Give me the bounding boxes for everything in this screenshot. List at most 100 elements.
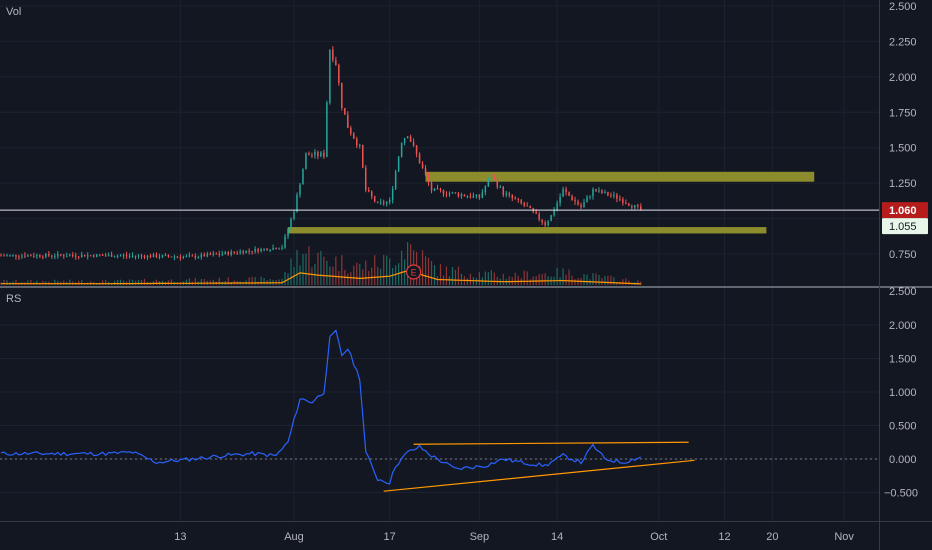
candle-body	[362, 144, 364, 168]
volume-bar	[188, 278, 190, 285]
candle-body	[409, 136, 412, 142]
candle-body	[529, 206, 531, 208]
candle-body	[206, 253, 209, 257]
candle-body	[110, 254, 113, 257]
candle-body	[430, 182, 433, 191]
support-resistance-zone[interactable]	[425, 171, 815, 182]
volume-bar	[194, 277, 196, 285]
candle-body	[86, 255, 89, 257]
candle-body	[616, 194, 618, 199]
candle-body	[356, 138, 358, 146]
volume-bar	[218, 277, 220, 285]
candle-body	[27, 255, 29, 257]
volume-bar	[122, 280, 125, 285]
rs-line[interactable]	[0, 329, 642, 485]
candle-body	[39, 255, 41, 257]
candle-body	[607, 191, 609, 196]
candle-body	[448, 193, 451, 195]
candle-body	[592, 189, 594, 197]
candle-body	[98, 254, 101, 256]
candle-body	[269, 249, 271, 251]
candle-body	[442, 190, 445, 195]
volume-bar	[595, 273, 597, 285]
candle-body	[379, 202, 382, 204]
candle-body	[284, 236, 286, 248]
volume-bar	[140, 280, 143, 285]
candle-body	[439, 188, 442, 191]
volume-bar	[601, 277, 603, 285]
candle-body	[634, 205, 636, 208]
candle-body	[550, 215, 552, 222]
volume-bar	[350, 272, 352, 285]
volume-bar	[128, 279, 131, 285]
price-tag	[882, 202, 928, 219]
candle-body	[571, 195, 573, 201]
volume-bar	[105, 279, 107, 285]
rs-trendline[interactable]	[383, 459, 695, 492]
candle-body	[218, 253, 221, 255]
candle-body	[436, 188, 439, 190]
candle-body	[66, 256, 68, 258]
candle-body	[622, 199, 624, 203]
price-tag	[882, 218, 928, 235]
volume-bar	[529, 279, 531, 285]
volume-bar	[102, 280, 104, 285]
candle-body	[359, 144, 361, 146]
candle-body	[460, 194, 463, 197]
candle-body	[424, 168, 427, 175]
volume-bar	[377, 266, 379, 285]
rs-trendline[interactable]	[413, 441, 689, 445]
candle-body	[535, 211, 537, 214]
volume-bar	[568, 269, 570, 285]
volume-bar	[284, 271, 286, 285]
candle-body	[613, 194, 615, 196]
candle-body	[631, 205, 633, 208]
volume-bar	[302, 254, 304, 285]
support-resistance-zone[interactable]	[288, 227, 767, 234]
volume-bar	[622, 279, 624, 285]
volume-bar	[526, 271, 528, 285]
volume-bar	[263, 278, 265, 285]
volume-bar	[69, 279, 71, 285]
candle-body	[242, 251, 244, 254]
candle-body	[577, 201, 579, 205]
candle-body	[367, 190, 370, 192]
candle-body	[3, 255, 5, 257]
volume-bar	[356, 262, 358, 285]
volume-bar	[260, 276, 262, 285]
candle-body	[412, 141, 415, 146]
time-tick-label: Oct	[650, 531, 667, 543]
candle-body	[290, 218, 292, 229]
volume-bar	[607, 275, 609, 285]
time-tick-label: 17	[384, 531, 396, 543]
rs-tick-label: 1.500	[889, 354, 917, 366]
candle-body	[406, 136, 409, 139]
candle-body	[463, 194, 466, 197]
candle-body	[6, 255, 8, 257]
earnings-marker[interactable]	[405, 264, 422, 280]
volume-bar	[117, 279, 119, 285]
time-axis[interactable]: 13 Aug 17 Sep 14 Oct 12 20 Nov	[174, 531, 854, 543]
volume-bar	[383, 255, 385, 285]
volume-bar	[538, 274, 540, 285]
candle-body	[350, 127, 352, 134]
volume-ma-line	[1, 270, 641, 285]
candle-body	[239, 251, 241, 253]
candle-body	[326, 102, 328, 157]
candle-body	[140, 255, 143, 257]
candle-body	[116, 255, 119, 257]
price-axis-top[interactable]: 2.500 2.250 2.000 1.750 1.500 1.250 0.750	[889, 1, 917, 261]
candle-body	[9, 254, 11, 256]
price-axis-bottom[interactable]: 2.000 1.500 1.000 0.500 0.000 −0.500 2.500	[884, 286, 918, 500]
volume-bar	[469, 273, 471, 285]
candle-body	[51, 255, 53, 257]
volume-bar	[433, 265, 436, 285]
candle-body	[200, 254, 203, 257]
price-tick-label: 1.500	[889, 143, 917, 155]
candle-body	[48, 253, 50, 256]
candle-body	[601, 190, 603, 194]
candle-body	[278, 248, 280, 250]
candle-body	[353, 133, 355, 139]
candle-body	[299, 184, 301, 195]
